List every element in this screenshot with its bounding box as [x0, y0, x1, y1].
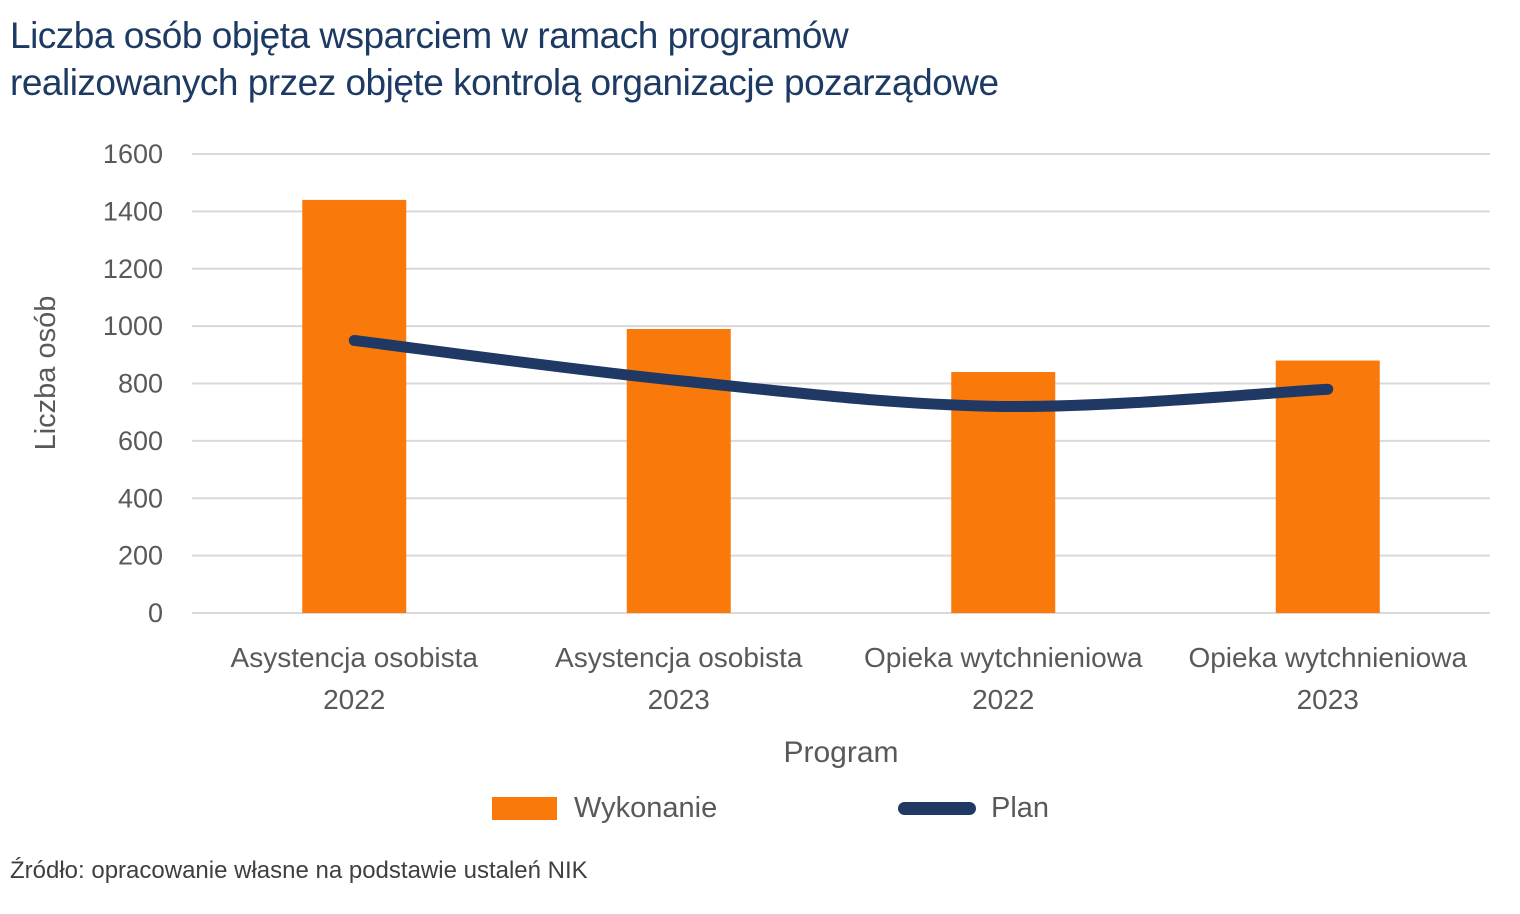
y-tick-label: 400 — [118, 483, 163, 513]
y-tick-label: 800 — [118, 369, 163, 399]
legend-swatch-wykonanie — [492, 796, 557, 820]
legend-item-plan: Plan — [898, 792, 1049, 824]
x-category-label: Opieka wytchnieniowa — [864, 642, 1143, 673]
y-tick-label: 0 — [148, 598, 163, 628]
y-tick-label: 1400 — [103, 196, 163, 226]
x-axis-title: Program — [783, 736, 899, 769]
y-tick-label: 1000 — [103, 311, 163, 341]
source-note: Źródło: opracowanie własne na podstawie … — [10, 857, 588, 884]
x-category-label: 2023 — [648, 684, 710, 715]
bar-wykonanie — [302, 199, 407, 613]
legend-swatch-plan — [898, 801, 976, 815]
x-category-label: 2022 — [323, 684, 385, 715]
bar-wykonanie — [951, 372, 1056, 613]
chart-title: Liczba osób objęta wsparciem w ramach pr… — [10, 15, 999, 103]
x-category-label: Opieka wytchnieniowa — [1188, 642, 1467, 673]
bar-wykonanie — [1275, 360, 1380, 613]
legend-item-wykonanie: Wykonanie — [492, 792, 717, 824]
y-tick-label: 1200 — [103, 254, 163, 284]
y-tick-label: 200 — [118, 541, 163, 571]
x-category-label: Asystencja osobista — [555, 642, 803, 673]
x-category-label: Asystencja osobista — [231, 642, 479, 673]
y-tick-label: 1600 — [103, 139, 163, 169]
x-category-label: 2023 — [1297, 684, 1359, 715]
plan-line — [348, 334, 1334, 413]
legend-label-plan: Plan — [991, 791, 1050, 824]
plot-area: 0 200 400 600 800 1000 1200 1400 1600 Asystencja … — [103, 139, 1490, 715]
legend-label-wykonanie: Wykonanie — [574, 791, 718, 824]
x-category-label: 2022 — [972, 684, 1034, 715]
y-tick-label: 600 — [118, 426, 163, 456]
